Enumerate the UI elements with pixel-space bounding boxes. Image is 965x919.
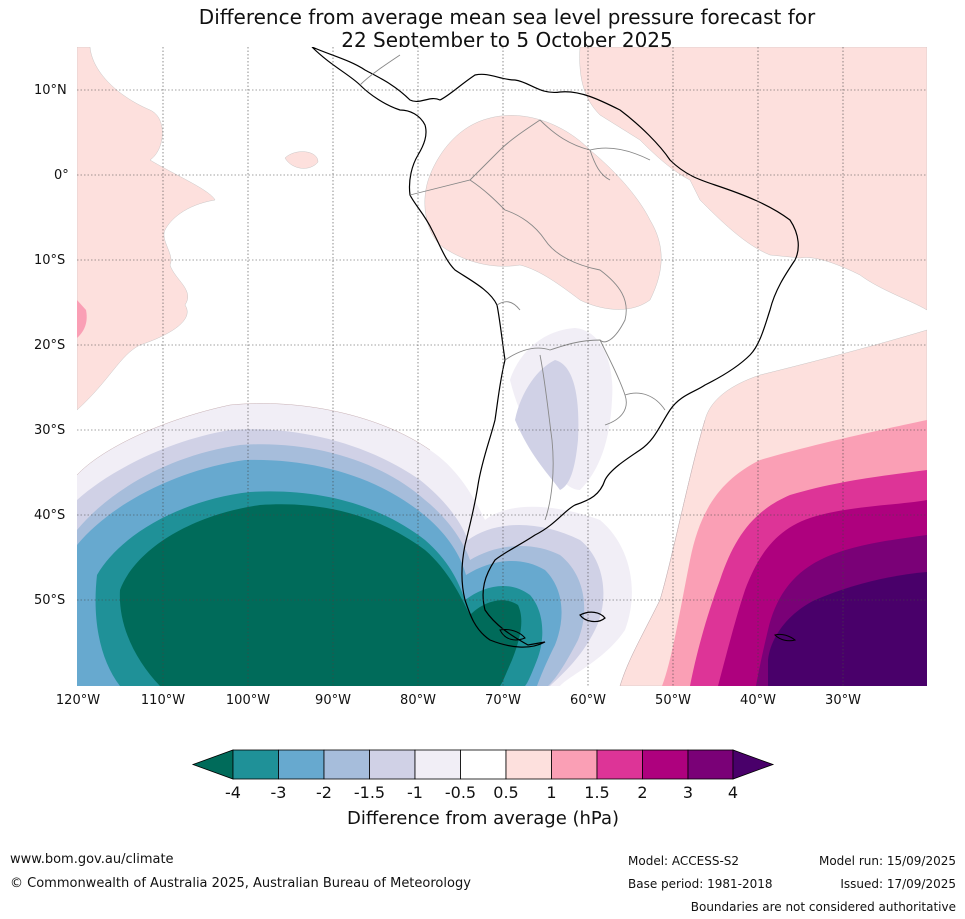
anomaly-neg1-andes <box>515 360 579 490</box>
falkland-islands <box>579 611 606 623</box>
lon-label-30w: 30°W <box>825 693 861 708</box>
tierra-del-fuego <box>499 629 526 641</box>
footer-copyright: © Commonwealth of Australia 2025, Austra… <box>10 876 471 891</box>
colorbar-tick: 2 <box>637 783 648 802</box>
colorbar-tick: -4 <box>225 783 241 802</box>
anomaly-pos4 <box>768 572 927 686</box>
colorbar-tick: 1.5 <box>584 783 610 802</box>
footer-model: Model: ACCESS-S2 <box>628 854 740 868</box>
footer-boundaries-note: Boundaries are not considered authoritat… <box>690 900 956 914</box>
south-georgia <box>774 633 797 642</box>
colorbar-tick: -2 <box>316 783 332 802</box>
lon-label-120w: 120°W <box>55 693 101 708</box>
anomaly-pos05-small <box>284 151 319 169</box>
anomaly-pos05-north-atlantic <box>579 47 927 311</box>
colorbar-tick: -1 <box>407 783 423 802</box>
lon-label-60w: 60°W <box>570 693 606 708</box>
colorbar-label: Difference from average (hPa) <box>346 808 620 829</box>
anomaly-pos05-northwest <box>77 47 216 411</box>
lat-label-30s: 30°S <box>34 423 66 438</box>
lat-label-10s: 10°S <box>34 253 66 268</box>
lat-label-10n: 10°N <box>34 83 67 98</box>
anomaly-pos05-amazon <box>424 115 662 310</box>
footer-base-period: Base period: 1981-2018 <box>628 877 773 891</box>
lon-label-100w: 100°W <box>225 693 271 708</box>
lon-label-80w: 80°W <box>400 693 436 708</box>
map-title-line1: Difference from average mean sea level p… <box>198 5 816 29</box>
anomaly-pos1-west-edge <box>77 300 87 338</box>
lon-label-50w: 50°W <box>655 693 691 708</box>
footer-model-run: Model run: 15/09/2025 <box>818 854 956 868</box>
colorbar-tick: 0.5 <box>493 783 519 802</box>
lat-label-40s: 40°S <box>34 508 66 523</box>
lon-label-70w: 70°W <box>485 693 521 708</box>
colorbar <box>191 749 775 780</box>
south-america-outline <box>311 47 799 648</box>
map-title-line2: 22 September to 5 October 2025 <box>341 28 673 52</box>
anomaly-neg4 <box>119 504 522 686</box>
footer-website: www.bom.gov.au/climate <box>10 852 174 867</box>
colorbar-tick: -3 <box>270 783 287 802</box>
colorbar-tick: 1 <box>546 783 557 802</box>
lon-label-90w: 90°W <box>315 693 351 708</box>
footer-issued: Issued: 17/09/2025 <box>840 877 956 891</box>
lat-label-20s: 20°S <box>34 338 66 353</box>
lat-label-0: 0° <box>54 168 69 183</box>
lat-label-50s: 50°S <box>34 593 66 608</box>
lon-label-110w: 110°W <box>140 693 186 708</box>
lon-label-40w: 40°W <box>740 693 776 708</box>
colorbar-tick: 4 <box>727 783 739 802</box>
colorbar-tick: -1.5 <box>353 783 386 802</box>
colorbar-tick: 3 <box>682 783 694 802</box>
colorbar-tick: -0.5 <box>444 783 477 802</box>
